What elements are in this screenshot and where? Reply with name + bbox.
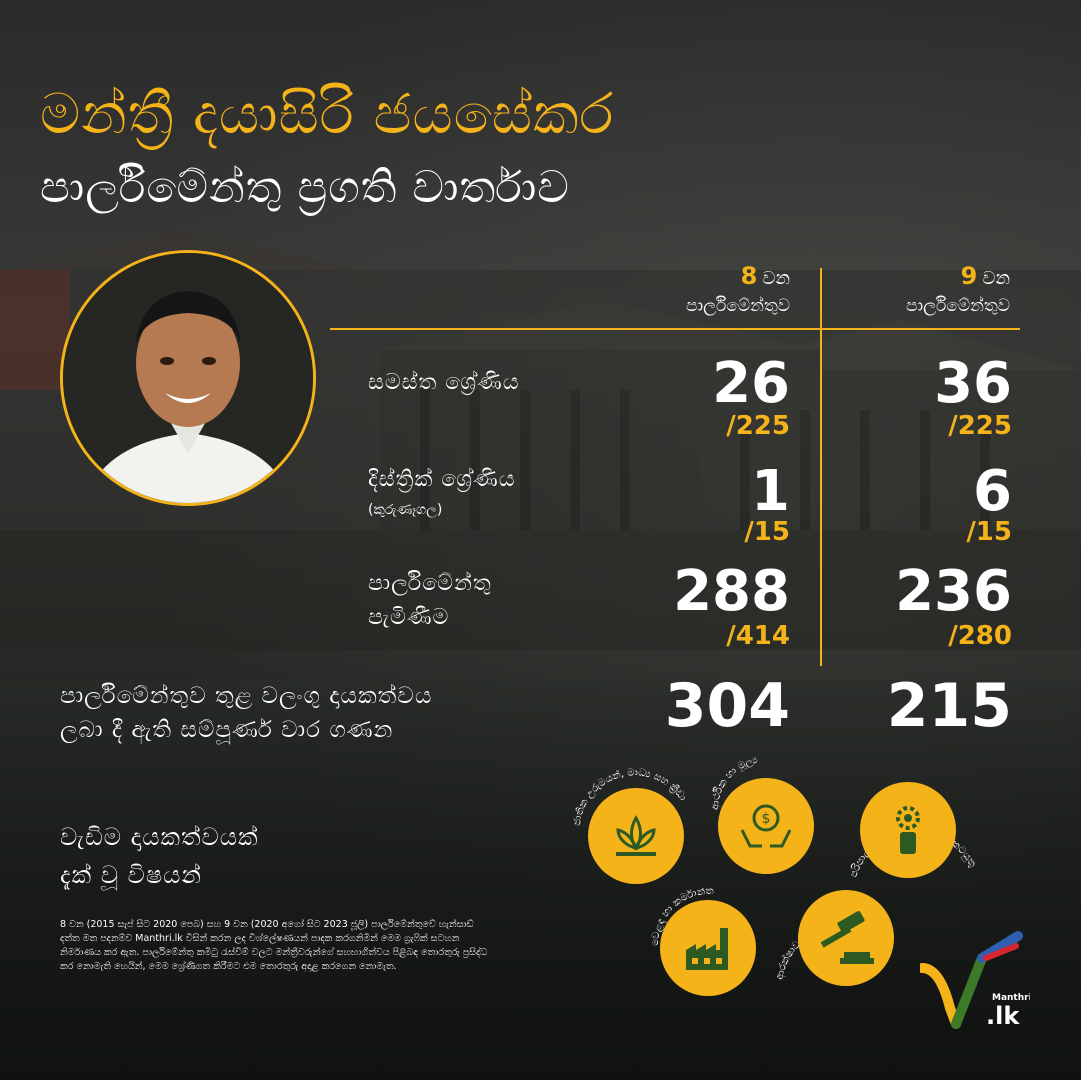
contributions-9th: 215 bbox=[886, 671, 1012, 741]
topic-badge-admin bbox=[860, 782, 956, 878]
column-header-9th: 9 වන පාර්ලිමේන්තුව bbox=[850, 262, 1010, 316]
lotus-icon bbox=[616, 815, 656, 856]
factory-icon bbox=[686, 928, 728, 970]
column-divider bbox=[820, 268, 822, 666]
topic-badge-defence bbox=[798, 890, 894, 986]
focus-heading-line1: වැඩිම දායකත්වයක් bbox=[60, 823, 259, 851]
overall-rank-label: සමස්ත ශ්‍රේණිය bbox=[368, 370, 520, 395]
district-rank-8th: 1 bbox=[751, 459, 790, 524]
district-name: (කුරුණෑගල) bbox=[368, 502, 443, 518]
logo-domain: .lk bbox=[986, 1002, 1020, 1030]
overall-rank-8th-total: /225 bbox=[726, 411, 790, 441]
district-rank-9th: 6 bbox=[973, 459, 1012, 524]
money-hands-icon: $ bbox=[740, 804, 792, 848]
mp-portrait bbox=[60, 250, 316, 506]
logo-text: Manthri bbox=[992, 993, 1030, 1003]
overall-rank-9th: 36 bbox=[934, 351, 1012, 416]
column-number: 8 bbox=[740, 262, 758, 290]
attendance-8th: 288 bbox=[673, 559, 790, 624]
overall-rank-9th-total: /225 bbox=[948, 411, 1012, 441]
svg-text:$: $ bbox=[762, 811, 771, 827]
page-subtitle: පාර්ලිමේන්තු ප්‍රගති වාර්තාව bbox=[40, 162, 570, 213]
page-title: මන්ත්‍රී දයාසිරි ජයසේකර bbox=[40, 82, 615, 147]
topic-badge-economy: $ bbox=[718, 778, 814, 874]
focus-heading: වැඩිම දායකත්වයක් දැක් වූ විෂයන් bbox=[60, 818, 259, 894]
attendance-9th-total: /280 bbox=[948, 621, 1012, 651]
manthri-logo: Manthri .lk bbox=[917, 928, 1032, 1038]
district-rank-label: දිස්ත්‍රික් ශ්‍රේණිය bbox=[368, 467, 516, 492]
attendance-label-line2: පැමිණීම bbox=[368, 605, 450, 630]
contributions-8th: 304 bbox=[664, 671, 790, 741]
attendance-8th-total: /414 bbox=[726, 621, 790, 651]
person-gear-icon bbox=[896, 806, 920, 854]
contributions-label-line2: ලබා දී ඇති සම්පූර්ණ වාර ගණන bbox=[60, 717, 394, 743]
topic-badge-trade bbox=[660, 900, 756, 996]
header-divider bbox=[330, 328, 1020, 330]
gavel-icon bbox=[820, 911, 874, 964]
column-label: පාර්ලිමේන්තුව bbox=[906, 296, 1010, 316]
attendance-9th: 236 bbox=[895, 559, 1012, 624]
topic-badge-heritage bbox=[588, 788, 684, 884]
lake-background bbox=[0, 680, 1081, 1080]
focus-heading-line2: දැක් වූ විෂයන් bbox=[60, 861, 202, 889]
district-rank-8th-total: /15 bbox=[744, 517, 790, 547]
parliament-background bbox=[0, 230, 1081, 650]
district-rank-9th-total: /15 bbox=[966, 517, 1012, 547]
column-label: පාර්ලිමේන්තුව bbox=[686, 296, 790, 316]
contributions-label-line1: පාර්ලිමේන්තුව තුළ වලංගු දායකත්වය bbox=[60, 683, 433, 709]
overall-rank-8th: 26 bbox=[712, 351, 790, 416]
column-word: වන bbox=[982, 268, 1010, 289]
column-word: වන bbox=[762, 268, 790, 289]
column-number: 9 bbox=[960, 262, 978, 290]
footnote: 8 වන (2015 සැප් සිට 2020 පෙබ) සහ 9 වන (2… bbox=[60, 919, 488, 972]
column-header-8th: 8 වන පාර්ලිමේන්තුව bbox=[630, 262, 790, 316]
attendance-label-line1: පාර්ලිමේන්තු bbox=[368, 571, 492, 596]
